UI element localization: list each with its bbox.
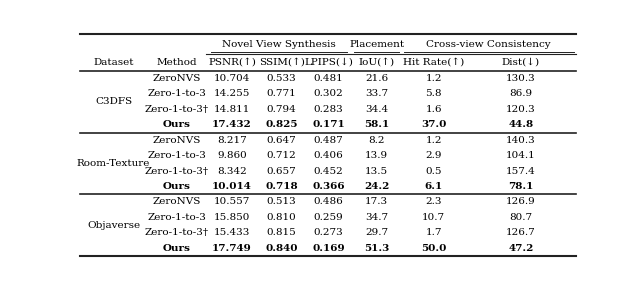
Text: Placement: Placement: [349, 39, 404, 49]
Text: 10.7: 10.7: [422, 213, 445, 222]
Text: 126.9: 126.9: [506, 197, 536, 206]
Text: 0.259: 0.259: [314, 213, 344, 222]
Text: 10.557: 10.557: [214, 197, 250, 206]
Text: C3DFS: C3DFS: [95, 97, 132, 106]
Text: 0.647: 0.647: [267, 136, 296, 145]
Text: 0.487: 0.487: [314, 136, 344, 145]
Text: 0.283: 0.283: [314, 105, 344, 114]
Text: ZeroNVS: ZeroNVS: [152, 74, 201, 83]
Text: 0.302: 0.302: [314, 90, 344, 98]
Text: 0.406: 0.406: [314, 151, 344, 160]
Text: 2.3: 2.3: [426, 197, 442, 206]
Text: 0.169: 0.169: [312, 244, 345, 253]
Text: 0.533: 0.533: [267, 74, 296, 83]
Text: 9.860: 9.860: [217, 151, 247, 160]
Text: 126.7: 126.7: [506, 228, 536, 237]
Text: PSNR(↑): PSNR(↑): [208, 58, 256, 67]
Text: Objaverse: Objaverse: [87, 221, 140, 230]
Text: 47.2: 47.2: [508, 244, 534, 253]
Text: 13.9: 13.9: [365, 151, 388, 160]
Text: 33.7: 33.7: [365, 90, 388, 98]
Text: 13.5: 13.5: [365, 166, 388, 176]
Text: 58.1: 58.1: [364, 120, 389, 129]
Text: Ours: Ours: [163, 244, 191, 253]
Text: 15.433: 15.433: [214, 228, 250, 237]
Text: Cross-view Consistency: Cross-view Consistency: [426, 39, 551, 49]
Text: Zero-1-to-3: Zero-1-to-3: [147, 90, 206, 98]
Text: 6.1: 6.1: [424, 182, 443, 191]
Text: 104.1: 104.1: [506, 151, 536, 160]
Text: 0.657: 0.657: [267, 166, 296, 176]
Text: Ours: Ours: [163, 182, 191, 191]
Text: 51.3: 51.3: [364, 244, 389, 253]
Text: 37.0: 37.0: [421, 120, 446, 129]
Text: Dist(↓): Dist(↓): [502, 58, 540, 67]
Text: ZeroNVS: ZeroNVS: [152, 136, 201, 145]
Text: 0.794: 0.794: [267, 105, 296, 114]
Text: 50.0: 50.0: [421, 244, 446, 253]
Text: 10.014: 10.014: [212, 182, 252, 191]
Text: 1.2: 1.2: [426, 74, 442, 83]
Text: 34.7: 34.7: [365, 213, 388, 222]
Text: 80.7: 80.7: [509, 213, 532, 222]
Text: Ours: Ours: [163, 120, 191, 129]
Text: 0.5: 0.5: [426, 166, 442, 176]
Text: 1.7: 1.7: [426, 228, 442, 237]
Text: IoU(↑): IoU(↑): [358, 58, 395, 67]
Text: ZeroNVS: ZeroNVS: [152, 197, 201, 206]
Text: Novel View Synthesis: Novel View Synthesis: [222, 39, 336, 49]
Text: 17.432: 17.432: [212, 120, 252, 129]
Text: Method: Method: [156, 58, 197, 67]
Text: 0.486: 0.486: [314, 197, 344, 206]
Text: 15.850: 15.850: [214, 213, 250, 222]
Text: 157.4: 157.4: [506, 166, 536, 176]
Text: 0.718: 0.718: [266, 182, 298, 191]
Text: 0.712: 0.712: [267, 151, 296, 160]
Text: Dataset: Dataset: [93, 58, 134, 67]
Text: 1.6: 1.6: [426, 105, 442, 114]
Text: 24.2: 24.2: [364, 182, 389, 191]
Text: Zero-1-to-3†: Zero-1-to-3†: [145, 166, 209, 176]
Text: 0.513: 0.513: [267, 197, 296, 206]
Text: SSIM(↑): SSIM(↑): [259, 58, 305, 67]
Text: 78.1: 78.1: [508, 182, 534, 191]
Text: 5.8: 5.8: [426, 90, 442, 98]
Text: 34.4: 34.4: [365, 105, 388, 114]
Text: Room-Texture: Room-Texture: [77, 159, 150, 168]
Text: 0.452: 0.452: [314, 166, 344, 176]
Text: 17.749: 17.749: [212, 244, 252, 253]
Text: 17.3: 17.3: [365, 197, 388, 206]
Text: Zero-1-to-3: Zero-1-to-3: [147, 151, 206, 160]
Text: 120.3: 120.3: [506, 105, 536, 114]
Text: LPIPS(↓): LPIPS(↓): [304, 58, 353, 67]
Text: 0.815: 0.815: [267, 228, 296, 237]
Text: 0.481: 0.481: [314, 74, 344, 83]
Text: 0.771: 0.771: [267, 90, 296, 98]
Text: 86.9: 86.9: [509, 90, 532, 98]
Text: Hit Rate(↑): Hit Rate(↑): [403, 58, 464, 67]
Text: 1.2: 1.2: [426, 136, 442, 145]
Text: 0.366: 0.366: [312, 182, 345, 191]
Text: 140.3: 140.3: [506, 136, 536, 145]
Text: 0.273: 0.273: [314, 228, 344, 237]
Text: Zero-1-to-3: Zero-1-to-3: [147, 213, 206, 222]
Text: 14.255: 14.255: [214, 90, 250, 98]
Text: 0.171: 0.171: [312, 120, 345, 129]
Text: 2.9: 2.9: [426, 151, 442, 160]
Text: 21.6: 21.6: [365, 74, 388, 83]
Text: 14.811: 14.811: [214, 105, 250, 114]
Text: Zero-1-to-3†: Zero-1-to-3†: [145, 228, 209, 237]
Text: Zero-1-to-3†: Zero-1-to-3†: [145, 105, 209, 114]
Text: 44.8: 44.8: [508, 120, 534, 129]
Text: 130.3: 130.3: [506, 74, 536, 83]
Text: 0.840: 0.840: [266, 244, 298, 253]
Text: 10.704: 10.704: [214, 74, 250, 83]
Text: 8.217: 8.217: [217, 136, 247, 145]
Text: 8.342: 8.342: [217, 166, 247, 176]
Text: 0.810: 0.810: [267, 213, 296, 222]
Text: 0.825: 0.825: [266, 120, 298, 129]
Text: 29.7: 29.7: [365, 228, 388, 237]
Text: 8.2: 8.2: [369, 136, 385, 145]
